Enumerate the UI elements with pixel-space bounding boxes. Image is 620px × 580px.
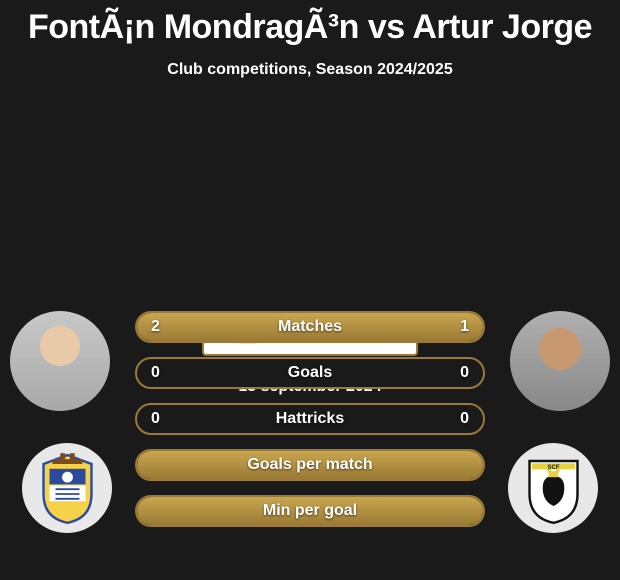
page-title: FontÃ¡n MondragÃ³n vs Artur Jorge: [0, 0, 620, 47]
club-right-badge: SCF: [508, 443, 598, 533]
stat-label: Matches: [278, 318, 342, 336]
player-right-avatar: [510, 311, 610, 411]
stat-row-matches: 2 Matches 1: [135, 311, 485, 343]
stat-row-min-per-goal: Min per goal: [135, 495, 485, 527]
stat-row-hattricks: 0 Hattricks 0: [135, 403, 485, 435]
stat-bars: 2 Matches 1 0 Goals 0 0 Hattricks 0 Goal…: [135, 311, 485, 541]
club-left-crest-icon: [36, 452, 99, 524]
comparison-panel: SCF 2 Matches 1 0 Goals 0 0 Hattricks: [0, 311, 620, 396]
club-left-badge: [22, 443, 112, 533]
club-right-crest-icon: SCF: [522, 452, 585, 524]
player-left-face-placeholder: [10, 311, 110, 411]
stat-value-left: 0: [151, 364, 160, 382]
player-left-avatar: [10, 311, 110, 411]
stat-row-goals: 0 Goals 0: [135, 357, 485, 389]
stat-label: Goals per match: [247, 456, 372, 474]
stat-label: Hattricks: [276, 410, 344, 428]
stat-label: Min per goal: [263, 502, 357, 520]
stat-value-left: 2: [151, 318, 160, 336]
stat-row-goals-per-match: Goals per match: [135, 449, 485, 481]
stat-value-left: 0: [151, 410, 160, 428]
stat-value-right: 1: [460, 318, 469, 336]
stat-value-right: 0: [460, 364, 469, 382]
subtitle: Club competitions, Season 2024/2025: [0, 61, 620, 79]
stat-label: Goals: [288, 364, 332, 382]
stat-value-right: 0: [460, 410, 469, 428]
player-right-face-placeholder: [510, 311, 610, 411]
